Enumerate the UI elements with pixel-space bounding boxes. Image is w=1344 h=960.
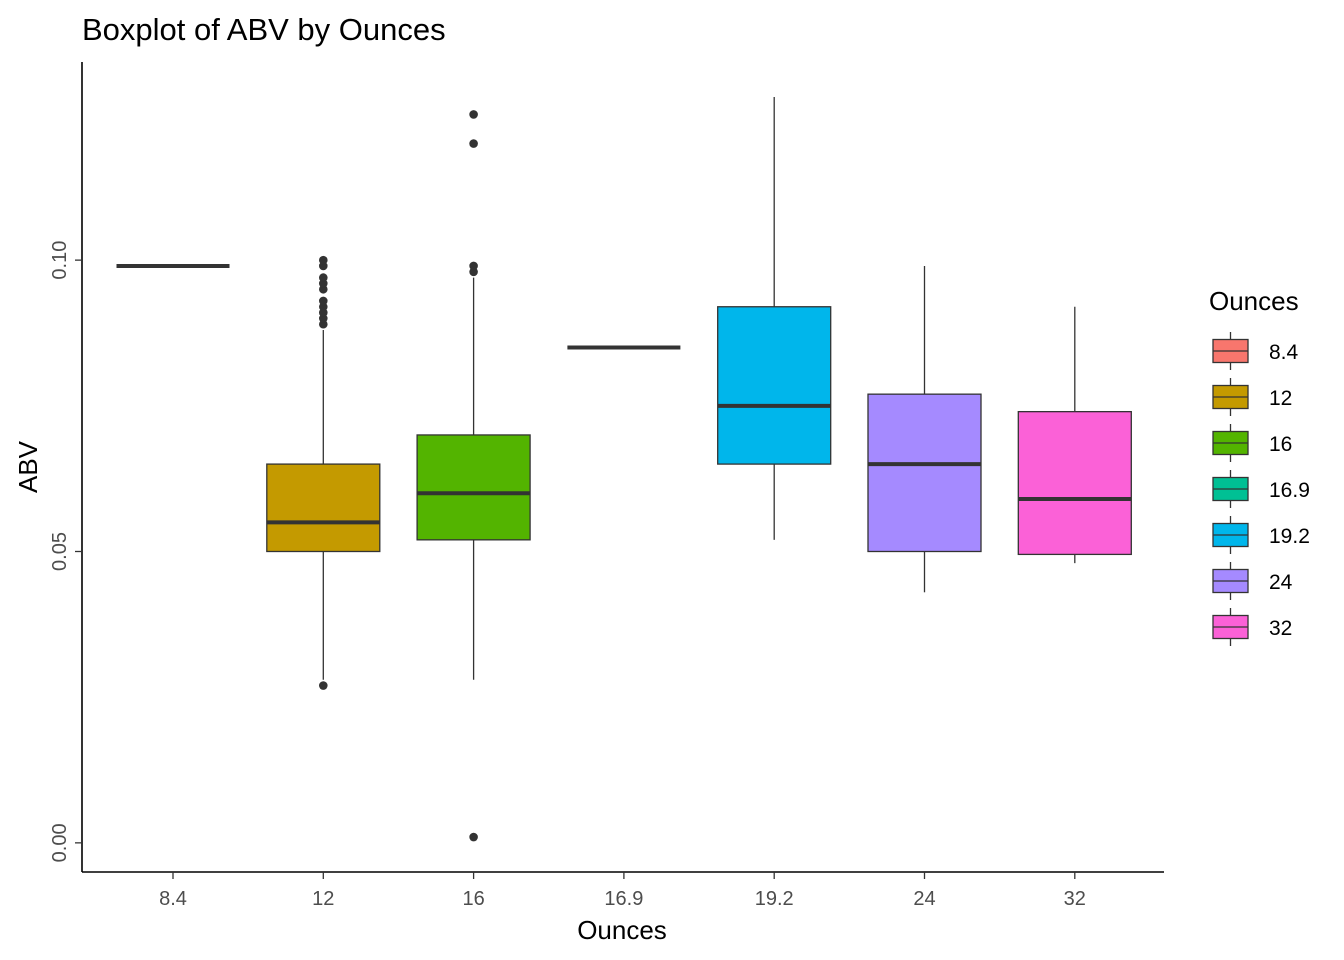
outlier-point: [469, 139, 478, 148]
legend-label: 24: [1269, 571, 1293, 594]
outlier-point: [319, 273, 328, 282]
legend: Ounces 8.4 12 16 16.9 19.2 24 32: [1209, 286, 1310, 646]
legend-label: 12: [1269, 387, 1292, 410]
legend-item-8.4: 8.4: [1212, 332, 1299, 370]
boxes: [116, 96, 1132, 842]
chart-title: Boxplot of ABV by Ounces: [82, 12, 446, 47]
x-tick-label: 19.2: [755, 888, 794, 910]
box: [717, 306, 832, 465]
x-ticks: 8.4 12 16 16.9 19.2 24 32: [159, 872, 1086, 910]
x-axis-title: Ounces: [577, 915, 667, 945]
x-tick-label: 8.4: [159, 888, 187, 910]
box: [416, 434, 531, 541]
box-group-19.2: [717, 96, 832, 540]
box-group-16: [416, 110, 531, 842]
outlier-point: [469, 110, 478, 119]
box: [1017, 410, 1132, 556]
x-tick-label: 12: [312, 888, 334, 910]
outlier-point: [319, 296, 328, 306]
x-tick-label: 24: [913, 888, 935, 910]
outlier-point: [469, 261, 478, 271]
legend-label: 8.4: [1269, 341, 1299, 364]
y-ticks: 0.00 0.05 0.10: [49, 241, 82, 862]
plot-area: 0.00 0.05 0.10 8.4 12 16 16.9 19.2 24 32: [49, 62, 1164, 910]
legend-item-16.9: 16.9: [1212, 470, 1310, 508]
legend-item-12: 12: [1212, 378, 1292, 416]
legend-item-16: 16: [1212, 424, 1292, 462]
box-group-12: [266, 255, 381, 690]
outlier-point: [319, 681, 328, 690]
legend-items: 8.4 12 16 16.9 19.2 24 32: [1212, 332, 1310, 646]
outlier-point: [319, 255, 328, 265]
y-tick-label: 0.00: [49, 823, 71, 862]
legend-label: 19.2: [1269, 525, 1310, 548]
y-axis-title: ABV: [13, 440, 43, 493]
box: [266, 463, 381, 553]
legend-label: 16.9: [1269, 479, 1310, 502]
legend-label: 16: [1269, 433, 1292, 456]
box-group-24: [867, 265, 982, 593]
x-tick-label: 16: [462, 888, 484, 910]
y-tick-label: 0.05: [49, 532, 71, 571]
x-tick-label: 32: [1064, 888, 1086, 910]
box: [867, 393, 982, 553]
legend-item-24: 24: [1212, 562, 1293, 600]
legend-item-19.2: 19.2: [1212, 516, 1310, 554]
legend-label: 32: [1269, 617, 1292, 640]
x-tick-label: 16.9: [604, 888, 643, 910]
box-group-32: [1017, 306, 1132, 564]
legend-item-32: 32: [1212, 608, 1292, 646]
outlier-point: [469, 832, 478, 842]
y-tick-label: 0.10: [49, 241, 71, 280]
legend-title: Ounces: [1209, 286, 1299, 316]
